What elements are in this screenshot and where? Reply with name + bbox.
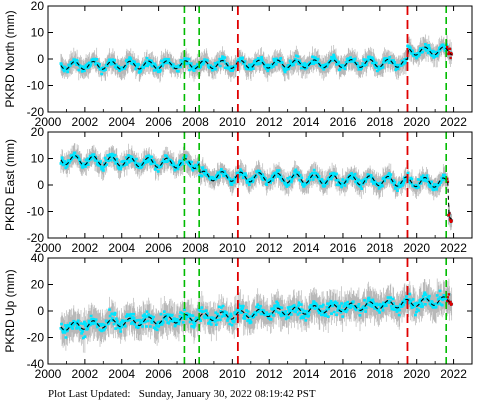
y-tick-label: 0: [37, 178, 44, 192]
y-tick-label: 20: [31, 0, 45, 13]
x-tick-label: 2004: [108, 115, 135, 129]
x-tick-label: 2010: [219, 115, 246, 129]
x-tick-label: 2000: [35, 367, 62, 381]
observation-points: [59, 151, 454, 224]
y-tick-label: -40: [27, 357, 45, 371]
x-tick-label: 2016: [330, 241, 357, 255]
model-line: [60, 296, 452, 332]
model-line: [60, 46, 453, 71]
error-bars: [60, 34, 453, 83]
recent-point: [448, 302, 451, 305]
recent-point: [450, 302, 453, 306]
x-tick-label: 2020: [403, 367, 430, 381]
x-tick-label: 2006: [145, 115, 172, 129]
y-axis-label: PKRD East (mm): [3, 139, 17, 231]
observation-points: [59, 289, 454, 340]
y-tick-label: 20: [31, 278, 45, 292]
recent-point: [447, 51, 451, 54]
x-tick-label: 2016: [330, 115, 357, 129]
x-tick-label: 2000: [35, 115, 62, 129]
x-tick-label: 2016: [330, 367, 357, 381]
y-tick-label: 0: [37, 52, 44, 66]
x-tick-label: 2004: [108, 241, 135, 255]
y-tick-label: -20: [27, 331, 45, 345]
updated-timestamp: Sunday, January 30, 2022 08:19:42 PST: [138, 388, 316, 400]
x-tick-label: 2006: [145, 367, 172, 381]
y-tick-label: 0: [37, 304, 44, 318]
x-tick-label: 2006: [145, 241, 172, 255]
y-tick-label: -10: [27, 79, 45, 93]
plot-updated-footer: Plot Last Updated: Sunday, January 30, 2…: [48, 388, 316, 400]
x-tick-label: 2012: [256, 115, 283, 129]
x-tick-label: 2002: [72, 241, 99, 255]
x-tick-label: 2022: [440, 241, 467, 255]
recent-point: [447, 213, 451, 217]
model-line: [60, 154, 453, 220]
x-tick-label: 2004: [108, 367, 135, 381]
north-panel: 2000 2002 2004 2006 2008 2010 2012 2014 2016 2018…: [3, 0, 473, 129]
recent-point: [446, 48, 449, 51]
recent-point: [446, 296, 449, 299]
x-tick-label: 2008: [182, 115, 209, 129]
x-tick-label: 2014: [293, 367, 320, 381]
recent-point: [448, 52, 451, 55]
recent-point: [450, 219, 453, 222]
recent-point: [448, 47, 452, 50]
x-tick-label: 2012: [256, 367, 283, 381]
up-panel: 2000 2002 2004 2006 2008 2010 2012 2014 2016 2018…: [3, 251, 473, 381]
recent-point: [447, 293, 451, 296]
x-tick-label: 2018: [366, 367, 393, 381]
x-tick-label: 2010: [219, 367, 246, 381]
east-panel: 2000 2002 2004 2006 2008 2010 2012 2014 2016 2018…: [3, 125, 473, 255]
x-tick-label: 2020: [403, 241, 430, 255]
y-tick-label: 10: [31, 26, 45, 40]
x-tick-label: 2018: [366, 241, 393, 255]
x-tick-label: 2002: [72, 115, 99, 129]
x-tick-label: 2008: [182, 241, 209, 255]
recent-point: [449, 300, 452, 304]
recent-point: [450, 220, 453, 223]
y-tick-label: 40: [31, 251, 45, 265]
y-tick-label: 20: [31, 125, 45, 139]
y-tick-label: -10: [27, 205, 45, 219]
x-tick-label: 2002: [72, 367, 99, 381]
y-axis-label: PKRD North (mm): [3, 10, 17, 107]
x-tick-label: 2008: [182, 367, 209, 381]
error-bars: [60, 143, 453, 231]
y-tick-label: -20: [27, 231, 45, 245]
updated-label: Plot Last Updated:: [48, 388, 131, 400]
x-tick-label: 2000: [35, 241, 62, 255]
x-tick-label: 2022: [440, 115, 467, 129]
x-tick-label: 2010: [219, 241, 246, 255]
recent-point: [449, 56, 452, 60]
x-tick-label: 2020: [403, 115, 430, 129]
y-tick-label: -20: [27, 105, 45, 119]
recent-point: [446, 45, 449, 49]
y-axis-label: PKRD Up (mm): [3, 269, 17, 352]
x-tick-label: 2022: [440, 367, 467, 381]
recent-point: [448, 218, 452, 221]
x-tick-label: 2012: [256, 241, 283, 255]
x-tick-label: 2018: [366, 115, 393, 129]
recent-point: [446, 177, 449, 180]
x-tick-label: 2014: [293, 115, 320, 129]
y-tick-label: 10: [31, 152, 45, 166]
x-tick-label: 2014: [293, 241, 320, 255]
